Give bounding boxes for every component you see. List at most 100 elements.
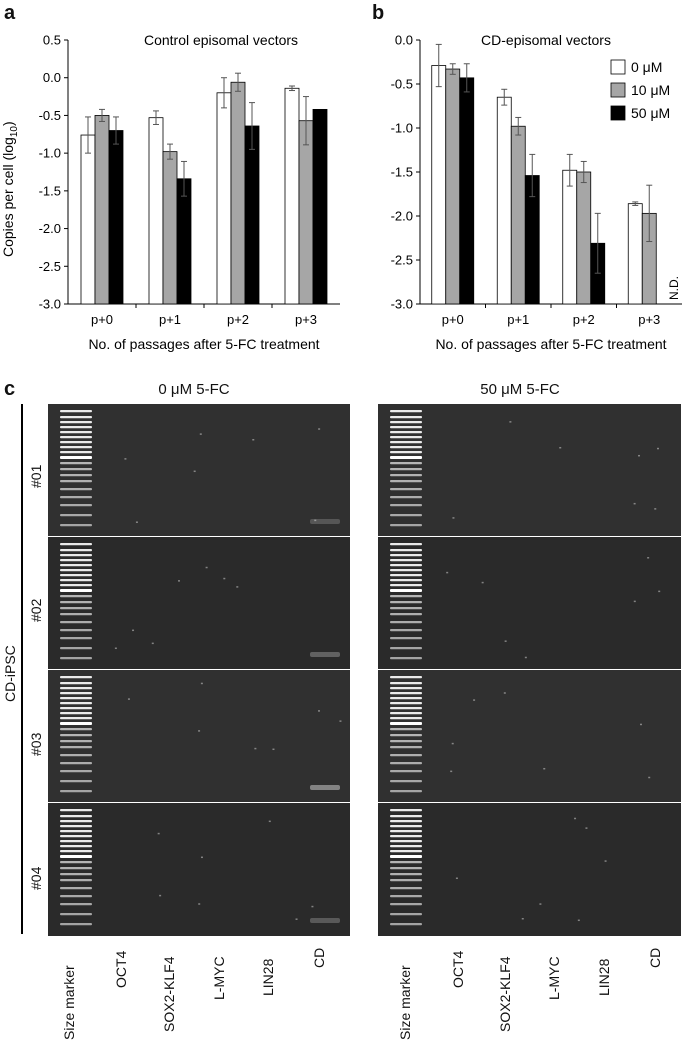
gel-speckle — [198, 903, 201, 905]
size-marker-band — [60, 820, 92, 823]
lane-label-left-cd: CD — [311, 947, 327, 968]
gel-image-50um — [378, 404, 681, 936]
gel-svg — [378, 404, 681, 936]
row-label-03: #03 — [28, 732, 44, 756]
row-label-01: #01 — [28, 464, 44, 488]
chart-b-legend-swatch — [610, 82, 626, 98]
size-marker-band — [60, 431, 92, 434]
chart-a-bar — [244, 125, 260, 305]
lane-label-right-lin28: LIN28 — [596, 958, 612, 996]
gel-speckle — [272, 748, 275, 751]
gel-speckle — [633, 502, 636, 505]
gel-speckle — [254, 747, 257, 750]
size-marker-band — [390, 543, 422, 546]
size-marker-band — [390, 462, 422, 465]
size-marker-band — [60, 607, 92, 610]
size-marker-band — [60, 809, 92, 812]
size-marker-band — [60, 867, 92, 870]
gel-speckle — [314, 519, 317, 522]
size-marker-band — [60, 861, 92, 864]
size-marker-band — [60, 903, 92, 906]
chart-a-bar — [94, 115, 110, 305]
gel-speckle — [656, 447, 659, 450]
size-marker-band — [390, 584, 422, 587]
size-marker-band — [60, 746, 92, 749]
chart-b-x-axis-title: No. of passages after 5-FC treatment — [435, 336, 666, 352]
size-marker-band — [60, 855, 92, 858]
chart-b-title: CD-episomal vectors — [481, 32, 611, 48]
size-marker-band — [390, 554, 422, 557]
size-marker-band — [390, 879, 422, 882]
gel-speckle — [451, 742, 454, 745]
size-marker-band — [60, 589, 92, 592]
chart-a-bar — [176, 178, 192, 305]
size-marker-band — [390, 830, 422, 833]
row-label-02: #02 — [28, 598, 44, 622]
size-marker-band — [390, 697, 422, 700]
chart-a-xtick-label: p+2 — [227, 312, 249, 327]
chart-a-ytick-label: -1.5 — [39, 183, 61, 198]
size-marker-band — [390, 410, 422, 413]
size-marker-band — [390, 474, 422, 477]
size-marker-band — [390, 790, 422, 793]
size-marker-band — [60, 436, 92, 439]
size-marker-band — [390, 717, 422, 720]
size-marker-band — [390, 840, 422, 843]
size-marker-band — [390, 887, 422, 890]
size-marker-band — [390, 676, 422, 679]
gel-speckle — [318, 428, 321, 430]
gel-row-bg — [378, 537, 681, 670]
size-marker-band — [60, 410, 92, 413]
gel-row-bg — [48, 670, 350, 803]
size-marker-band — [390, 850, 422, 853]
size-marker-band — [390, 855, 422, 858]
chart-b-ytick-label: -2.5 — [391, 253, 413, 268]
gel-row-bg — [378, 670, 681, 803]
chart-a-xtick-label: p+3 — [295, 312, 317, 327]
size-marker-band — [60, 676, 92, 679]
size-marker-band — [60, 895, 92, 898]
gel-speckle — [648, 776, 651, 779]
gel-speckle — [151, 642, 154, 645]
size-marker-band — [60, 702, 92, 705]
size-marker-band — [60, 488, 92, 491]
gel-speckle — [524, 656, 527, 659]
size-marker-band — [60, 524, 92, 527]
cd-band — [310, 785, 340, 790]
size-marker-band — [390, 835, 422, 838]
chart-b-ytick-label: -0.5 — [391, 77, 413, 92]
size-marker-band — [60, 717, 92, 720]
gel-speckle — [236, 586, 239, 588]
chart-a-xtick-label: p+1 — [159, 312, 181, 327]
gel-speckle — [268, 820, 271, 823]
cd-band — [310, 918, 340, 923]
gel-speckle — [577, 919, 580, 922]
size-marker-band — [60, 687, 92, 690]
size-marker-band — [60, 569, 92, 572]
size-marker-band — [390, 895, 422, 898]
lane-label-right-size-marker: Size marker — [397, 965, 413, 1040]
chart-a-bar — [230, 81, 246, 305]
lane-label-right-oct4: OCT4 — [450, 950, 466, 988]
size-marker-band — [390, 431, 422, 434]
size-marker-band — [390, 451, 422, 454]
size-marker-band — [390, 728, 422, 731]
lane-label-left-l-myc: L-MYC — [211, 956, 227, 1000]
chart-b-bar — [459, 77, 475, 305]
chart-b-bar — [576, 171, 592, 305]
gel-speckle — [473, 699, 476, 701]
panel-label-b: b — [372, 2, 385, 24]
size-marker-band — [60, 840, 92, 843]
chart-b-xtick-label: p+3 — [638, 312, 660, 327]
size-marker-band — [60, 697, 92, 700]
gel-speckle — [198, 730, 201, 732]
row-label-04: #04 — [28, 866, 44, 890]
size-marker-band — [390, 441, 422, 444]
size-marker-band — [60, 446, 92, 449]
size-marker-band — [390, 488, 422, 491]
size-marker-band — [60, 441, 92, 444]
gel-speckle — [658, 590, 661, 593]
chart-a-bar — [148, 117, 164, 305]
size-marker-band — [60, 584, 92, 587]
gel-speckle — [295, 918, 298, 920]
